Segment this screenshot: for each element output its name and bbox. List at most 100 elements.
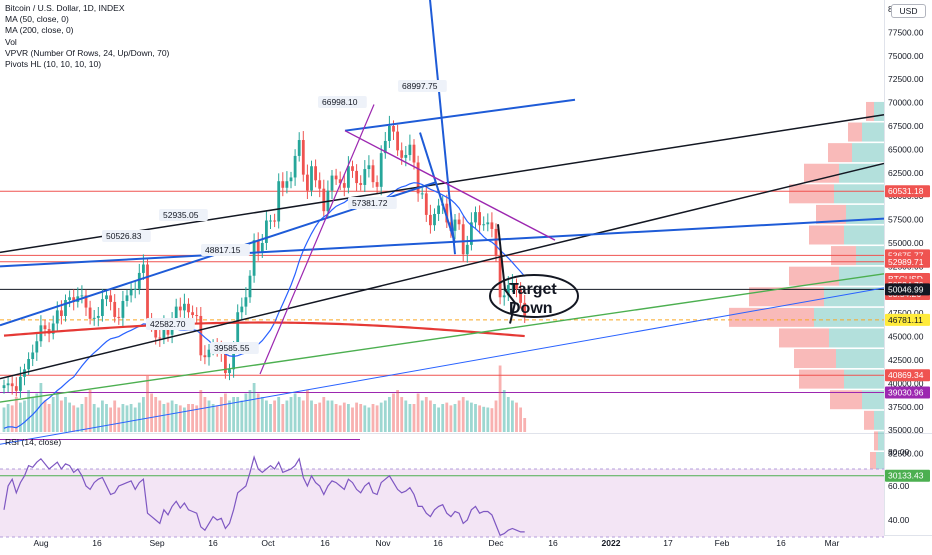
volume-bar bbox=[92, 404, 96, 432]
volume-bar bbox=[248, 390, 252, 432]
volume-bar bbox=[240, 400, 244, 432]
pivot-label: 68997.75 bbox=[402, 81, 438, 91]
candle-body bbox=[121, 301, 125, 318]
candle-body bbox=[92, 317, 96, 319]
price-tag bbox=[885, 185, 930, 198]
candle-body bbox=[125, 295, 129, 302]
volume-bar bbox=[236, 397, 240, 432]
volume-bar bbox=[207, 400, 211, 432]
candle-body bbox=[388, 125, 391, 141]
candle-body bbox=[383, 140, 387, 154]
price-tag bbox=[885, 469, 930, 482]
candle-body bbox=[363, 169, 367, 185]
vpvr-up-bar bbox=[878, 431, 884, 451]
legend-pivots[interactable]: Pivots HL (10, 10, 10, 10) bbox=[5, 59, 102, 70]
candle-body bbox=[367, 165, 371, 170]
price-tag-text: 60531.18 bbox=[888, 186, 924, 196]
volume-bar bbox=[51, 397, 55, 432]
volume-bar bbox=[269, 404, 272, 432]
volume-bar bbox=[314, 404, 317, 432]
candle-body bbox=[486, 222, 490, 225]
legend-ma50[interactable]: MA (50, close, 0) bbox=[5, 14, 69, 25]
time-axis-tick: Feb bbox=[715, 538, 730, 548]
legend-vpvr[interactable]: VPVR (Number Of Rows, 24, Up/Down, 70) bbox=[5, 47, 170, 58]
pivot-label: 48817.15 bbox=[205, 245, 241, 255]
price-axis-tick: 55000.00 bbox=[888, 238, 924, 248]
price-tag-text: 53675.77 bbox=[888, 250, 924, 260]
rsi-legend[interactable]: RSI (14, close) bbox=[5, 437, 62, 447]
legend-ma200[interactable]: MA (200, close, 0) bbox=[5, 25, 74, 36]
volume-bar bbox=[174, 404, 178, 432]
volume-bar bbox=[347, 404, 350, 432]
candle-body bbox=[416, 162, 420, 194]
candle-body bbox=[310, 166, 313, 191]
volume-bar bbox=[88, 390, 92, 432]
candle-body bbox=[60, 310, 63, 316]
volume-bar bbox=[60, 400, 63, 432]
volume-bar bbox=[424, 397, 428, 432]
volume-bar bbox=[55, 393, 59, 432]
candle-body bbox=[400, 150, 404, 158]
pivot-label-bg bbox=[159, 209, 208, 221]
vpvr-down-bar bbox=[866, 101, 874, 121]
volume-bar bbox=[277, 397, 281, 432]
candle-body bbox=[195, 315, 199, 317]
volume-bar bbox=[117, 407, 121, 432]
volume-bar bbox=[154, 397, 158, 432]
volume-bar bbox=[412, 404, 416, 432]
rsi-axis-tick: 60.00 bbox=[888, 481, 910, 491]
volume-bar bbox=[224, 393, 227, 432]
candle-body bbox=[105, 295, 108, 300]
volume-bar bbox=[461, 397, 465, 432]
volume-bar bbox=[363, 405, 367, 432]
candle-body bbox=[137, 272, 141, 289]
volume-bar bbox=[375, 405, 379, 432]
volume-bar bbox=[470, 402, 473, 432]
candle-body bbox=[51, 323, 55, 334]
vpvr-down-bar bbox=[848, 122, 862, 142]
trendline-thin-blue bbox=[0, 287, 885, 445]
volume-bar bbox=[96, 407, 100, 432]
time-axis-tick: 16 bbox=[548, 538, 558, 548]
volume-bar bbox=[433, 404, 436, 432]
time-axis-tick: Nov bbox=[375, 538, 391, 548]
candle-body bbox=[404, 155, 408, 158]
price-tag-text: 30133.43 bbox=[888, 471, 924, 481]
currency-badge[interactable]: USD bbox=[891, 4, 926, 18]
vpvr-up-bar bbox=[829, 328, 884, 348]
vpvr-down-bar bbox=[809, 225, 844, 245]
volume-bar bbox=[178, 405, 182, 432]
volume-bar bbox=[43, 400, 47, 432]
legend-vol[interactable]: Vol bbox=[5, 36, 17, 47]
volume-bar bbox=[429, 400, 432, 432]
candle-body bbox=[453, 219, 457, 231]
candle-body bbox=[408, 144, 412, 156]
volume-bar bbox=[351, 407, 354, 432]
volume-bar bbox=[129, 404, 133, 432]
volume-bar bbox=[76, 407, 80, 432]
volume-bar bbox=[437, 407, 440, 432]
price-tag bbox=[885, 313, 930, 326]
candle-body bbox=[461, 224, 465, 255]
rsi-axis-tick: 80.00 bbox=[888, 447, 910, 457]
volume-bar bbox=[511, 400, 514, 432]
trendline-purple-up bbox=[259, 104, 375, 375]
candle-body bbox=[224, 353, 227, 374]
vpvr-down-bar bbox=[830, 390, 862, 410]
candle-body bbox=[260, 242, 264, 253]
price-axis-tick: 42500.00 bbox=[888, 355, 924, 365]
symbol-title[interactable]: Bitcoin / U.S. Dollar, 1D, INDEX bbox=[5, 3, 125, 13]
candle-body bbox=[334, 175, 338, 180]
volume-bar bbox=[523, 418, 527, 432]
pivot-label: 52935.05 bbox=[163, 210, 199, 220]
candle-body bbox=[27, 359, 30, 370]
candle-body bbox=[68, 297, 71, 301]
volume-bar bbox=[219, 397, 223, 432]
price-tag bbox=[885, 369, 930, 382]
volume-bar bbox=[10, 405, 14, 432]
vpvr-down-bar bbox=[828, 143, 852, 163]
volume-bar bbox=[265, 400, 268, 432]
candle-body bbox=[113, 301, 117, 317]
